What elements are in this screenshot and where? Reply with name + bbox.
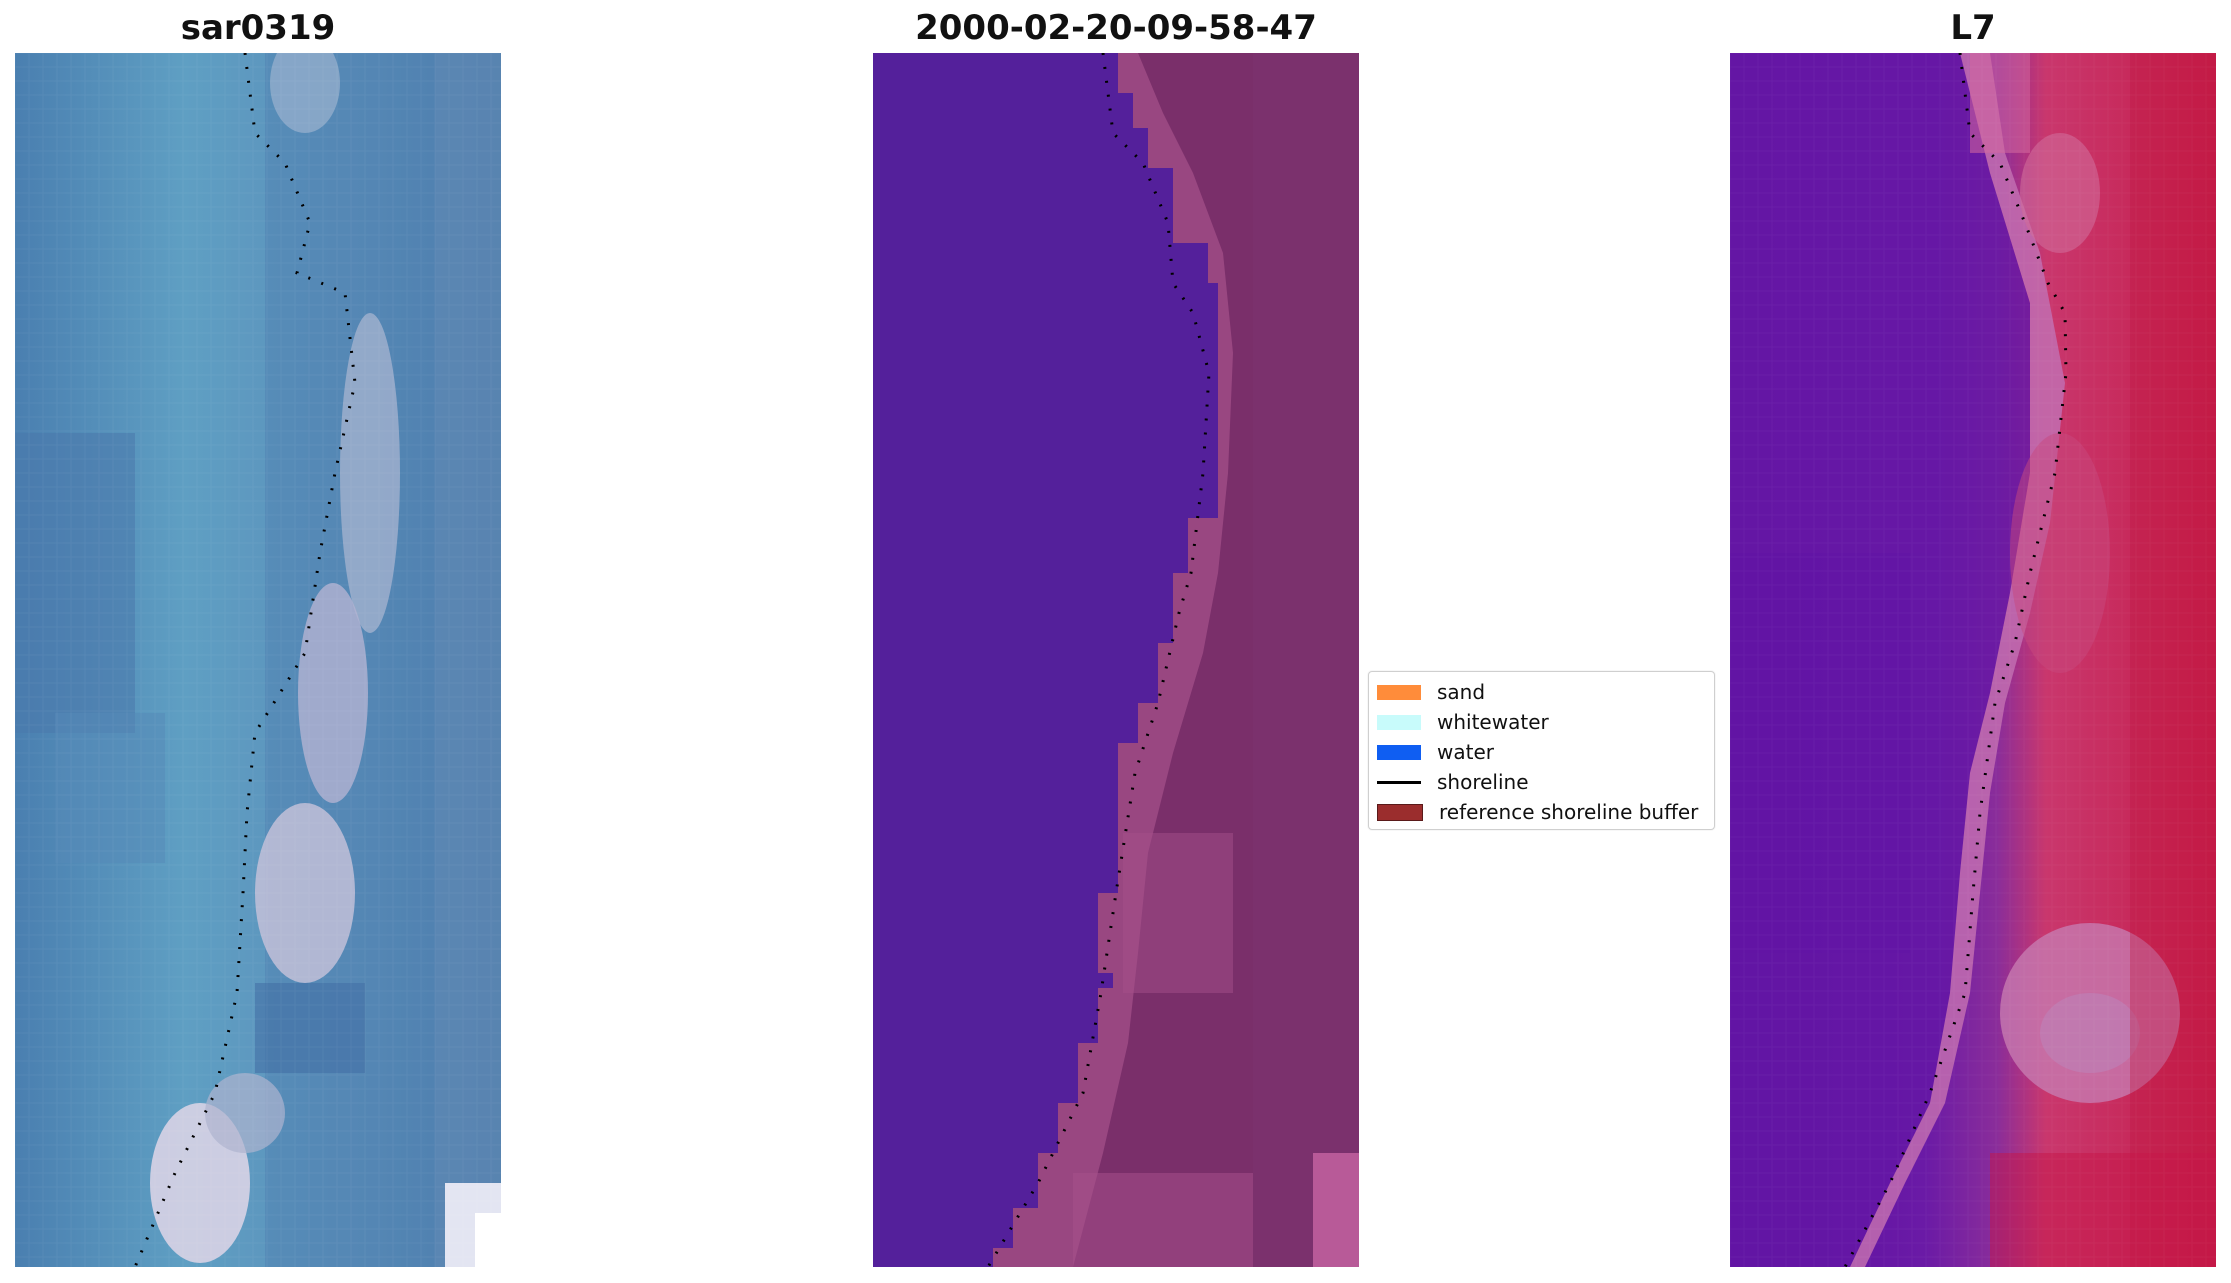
classified-image [873,53,1359,1267]
panel-title-rgb: sar0319 [180,8,336,48]
legend-item-whitewater: whitewater [1377,707,1549,737]
legend-item-water: water [1377,737,1494,767]
legend-label-sand: sand [1437,680,1486,704]
legend-label-water: water [1437,740,1494,764]
classified-image-panel [873,53,1359,1267]
panel-title-false-color: L7 [1950,8,1996,48]
legend-label-whitewater: whitewater [1437,710,1549,734]
reference-buffer-swatch [1377,803,1423,821]
legend-label-reference-buffer: reference shoreline buffer [1439,800,1699,824]
panel-title-classified: 2000-02-20-09-58-47 [915,8,1317,48]
water-swatch [1377,744,1421,760]
legend-item-reference-buffer: reference shoreline buffer [1377,797,1698,827]
water-class-region [873,53,1218,1267]
false-color-image [1730,53,2216,1267]
legend-item-sand: sand [1377,677,1485,707]
legend: sand whitewater water shoreline referenc… [1368,671,1715,830]
sand-swatch [1377,684,1421,700]
whitewater-swatch [1377,714,1421,730]
legend-label-shoreline: shoreline [1437,770,1529,794]
shoreline-line-icon [1377,780,1421,784]
sand-class-strip [993,53,1233,1267]
detected-shoreline [986,53,1211,1267]
false-color-image-panel [1730,53,2216,1267]
rgb-image [15,53,501,1267]
rgb-image-panel [15,53,501,1267]
legend-item-shoreline: shoreline [1377,767,1529,797]
